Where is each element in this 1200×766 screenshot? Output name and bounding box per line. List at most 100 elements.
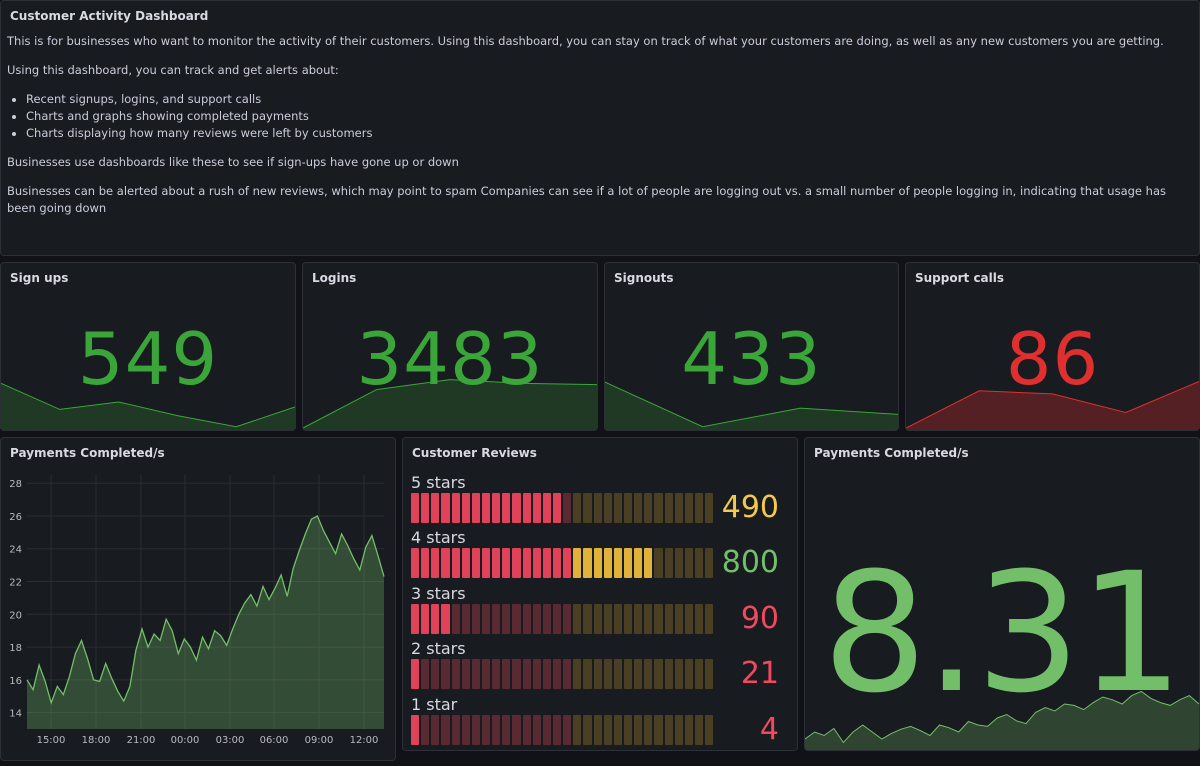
gauge-cell — [552, 715, 562, 745]
y-tick-label: 24 — [9, 545, 22, 556]
gauge-bar — [411, 715, 714, 745]
intro-paragraph: This is for businesses who want to monit… — [7, 34, 1164, 48]
gauge-cell — [583, 548, 592, 578]
gauge-cell — [552, 604, 562, 634]
panel-title: Payments Completed/s — [10, 446, 165, 460]
x-tick-label: 06:00 — [260, 735, 289, 746]
x-tick-label: 09:00 — [305, 735, 334, 746]
gauge-bar — [411, 493, 714, 523]
gauge-cell — [674, 493, 683, 523]
panel-title: Payments Completed/s — [814, 446, 969, 460]
gauge-cell — [461, 715, 470, 745]
gauge-cell — [573, 604, 582, 634]
gauge-bar — [411, 659, 714, 689]
gauge-cell — [461, 604, 470, 634]
gauge-cell — [654, 493, 663, 523]
gauge-cell — [603, 715, 612, 745]
stat-panel-support-calls[interactable]: Support calls 86 — [905, 262, 1200, 431]
gauge-cell — [532, 659, 541, 689]
gauge-cell — [634, 715, 643, 745]
gauge-cell — [684, 659, 693, 689]
gauge-cell — [492, 715, 501, 745]
gauge-cell — [492, 548, 501, 578]
gauge-cell — [502, 604, 511, 634]
y-tick-label: 26 — [9, 512, 22, 523]
gauge-cell — [613, 659, 622, 689]
gauge-cell — [532, 493, 541, 523]
gauge-cell — [512, 604, 521, 634]
sparkline-line — [906, 381, 1199, 429]
gauge-cell — [411, 548, 420, 578]
gauge-cell — [502, 715, 511, 745]
list-item: Recent signups, logins, and support call… — [26, 91, 1189, 108]
sparkline-line — [605, 381, 898, 428]
gauge-cell — [623, 548, 633, 578]
payments-stat-value: 8.31 — [822, 537, 1183, 729]
x-tick-label: 18:00 — [82, 735, 111, 746]
gauge-cell — [674, 604, 683, 634]
y-tick-label: 22 — [9, 578, 22, 589]
gauge-cell — [532, 715, 541, 745]
gauge-cell — [441, 493, 450, 523]
gauge-cell — [593, 659, 602, 689]
y-tick-label: 18 — [9, 643, 22, 654]
sparkline — [906, 381, 1199, 430]
gauge-cell — [583, 604, 592, 634]
gauge-cell — [644, 715, 653, 745]
payments-timeseries-chart[interactable]: 28 26 24 22 20 18 16 14 15:00 18:00 21:00 00:00 03:0… — [1, 438, 396, 761]
gauge-cell — [654, 604, 663, 634]
gauge-cell — [421, 604, 430, 634]
gauge-cell — [421, 493, 430, 523]
gauge-cell — [603, 604, 612, 634]
gauge-cell — [542, 715, 551, 745]
gauge-cell — [573, 715, 582, 745]
gauge-cell — [441, 548, 450, 578]
gauge-cell — [502, 493, 511, 523]
gauge-cell — [694, 493, 704, 523]
sparkline — [605, 381, 898, 430]
gauge-cell — [481, 604, 491, 634]
lead-paragraph: Using this dashboard, you can track and … — [7, 63, 339, 77]
gauge-cell — [471, 604, 480, 634]
gauge-cell — [654, 548, 663, 578]
stat-panel-logins[interactable]: Logins 3483 — [302, 262, 598, 431]
gauge-cell — [654, 715, 663, 745]
gauge-cell — [532, 548, 541, 578]
gauge-cell — [613, 715, 622, 745]
paragraph-alerts: Businesses can be alerted about a rush o… — [7, 184, 1166, 215]
gauge-cell — [603, 493, 612, 523]
gauge-cell — [634, 659, 643, 689]
stat-value: 86 — [1005, 317, 1100, 401]
payments-chart-panel[interactable]: Payments Completed/s 28 26 24 22 20 18 16 14 15:… — [0, 437, 396, 761]
gauge-cell — [471, 659, 480, 689]
gauge-cell — [664, 715, 673, 745]
sparkline-area — [805, 691, 1199, 750]
payments-stat-panel[interactable]: Payments Completed/s 8.31 — [804, 437, 1200, 751]
x-tick-label: 00:00 — [171, 735, 200, 746]
gauge-cell — [502, 548, 511, 578]
text-panel: Customer Activity Dashboard This is for … — [0, 0, 1200, 256]
stat-panel-signouts[interactable]: Signouts 433 — [604, 262, 899, 431]
stat-panel-sign-ups[interactable]: Sign ups 549 — [0, 262, 296, 431]
gauge-cell — [563, 548, 572, 578]
sparkline-area — [303, 379, 597, 430]
gauge-cell — [431, 604, 440, 634]
gauge-cell — [512, 659, 521, 689]
gauge-cell — [623, 715, 633, 745]
paragraph-signups: Businesses use dashboards like these to … — [7, 155, 459, 169]
gauge-cell — [532, 604, 541, 634]
gauge-cell — [492, 604, 501, 634]
gauge-cell — [674, 715, 683, 745]
customer-reviews-panel[interactable]: Customer Reviews 5 stars 490 4 stars 800 3 s… — [402, 437, 798, 751]
series-line — [26, 515, 385, 705]
panel-title: Customer Activity Dashboard — [10, 9, 209, 23]
gauge-cell — [674, 659, 683, 689]
gauge-cell — [563, 715, 572, 745]
gauge-label: 2 stars — [411, 639, 466, 658]
gauge-cell — [522, 659, 531, 689]
gauge-cell — [644, 659, 653, 689]
panel-title: Sign ups — [10, 271, 69, 285]
gauge-cell — [593, 493, 602, 523]
gauge-cell — [471, 548, 480, 578]
gauge-cell — [583, 493, 592, 523]
